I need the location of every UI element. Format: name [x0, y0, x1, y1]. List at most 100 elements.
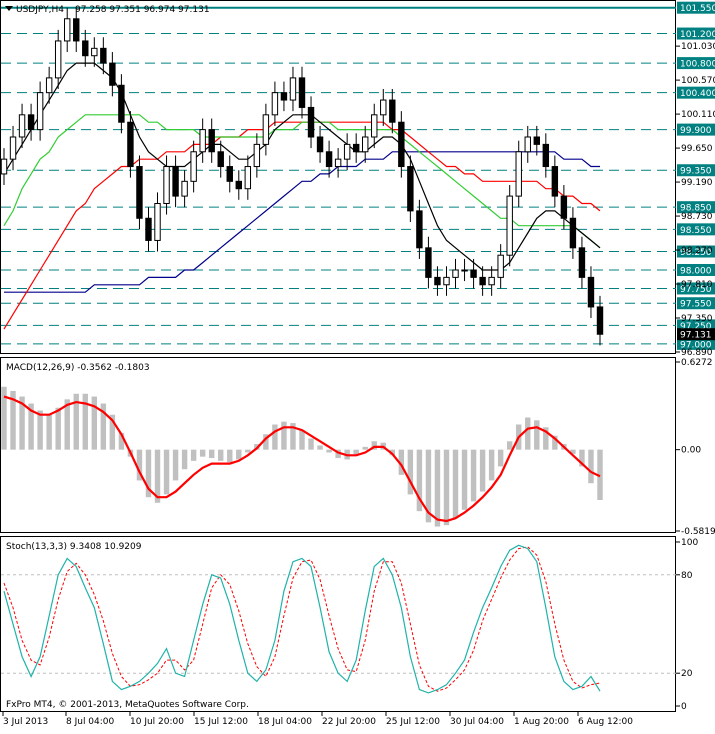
level-label: 98.250	[680, 248, 712, 258]
macd-histogram-bar	[109, 414, 116, 450]
candle-body	[91, 47, 98, 57]
level-label: 97.250	[680, 322, 712, 332]
macd-histogram-bar	[208, 449, 215, 459]
stoch-tick-label: 20	[681, 669, 693, 679]
level-label: 101.550	[680, 4, 715, 14]
candle-body	[181, 180, 188, 197]
candle-body	[380, 99, 387, 116]
level-label: 99.900	[680, 126, 712, 136]
time-tick-label: 18 Jul 04:00	[258, 717, 312, 727]
candle-body	[109, 62, 116, 86]
candle-body	[307, 106, 315, 138]
level-label: 98.850	[680, 204, 712, 214]
macd-histogram-bar	[452, 449, 459, 519]
candle-body	[244, 166, 252, 190]
level-label: 97.550	[680, 300, 712, 310]
candle-body	[389, 99, 396, 123]
level-tag	[677, 86, 715, 99]
candle-body	[587, 276, 595, 308]
stoch-k-line	[3, 544, 601, 694]
macd-histogram-bar	[272, 424, 278, 450]
candle-body	[190, 151, 197, 182]
candle-body	[569, 217, 577, 249]
candle-body	[9, 136, 17, 160]
macd-histogram-bar	[353, 449, 359, 456]
candle-body	[217, 151, 224, 168]
candle-body	[596, 306, 604, 335]
candle-body	[0, 158, 8, 175]
candlesticks	[0, 7, 604, 346]
price-tick-label: 100.110	[681, 110, 715, 120]
macd-histogram-bar	[570, 449, 576, 454]
macd-histogram-bar	[488, 449, 495, 481]
candle-body	[343, 143, 351, 160]
macd-histogram-bar	[497, 449, 504, 467]
macd-histogram-bar	[55, 407, 61, 450]
level-tag	[677, 164, 715, 177]
time-tick-label: 6 Aug 12:00	[578, 717, 633, 727]
macd-tick-label: 0.00	[681, 446, 701, 456]
stoch-d-line	[3, 546, 601, 692]
macd-histogram-bar	[10, 390, 16, 450]
candle-body	[27, 114, 35, 131]
candle-body	[298, 77, 306, 108]
candle-body	[416, 210, 423, 249]
macd-histogram-bar	[389, 449, 396, 456]
candle-body	[560, 195, 568, 219]
level-tag	[677, 245, 715, 258]
stoch-tick-label: 100	[681, 538, 698, 548]
candle-body	[524, 136, 531, 153]
price-tick-label: 98.270	[681, 246, 713, 256]
macd-histogram-bar	[299, 430, 305, 450]
macd-histogram-bar	[82, 393, 88, 450]
candle-body	[578, 247, 586, 278]
level-tag	[677, 337, 715, 350]
candle-body	[271, 92, 279, 116]
triangle-down-icon[interactable]	[5, 6, 13, 11]
macd-histogram-bar	[236, 449, 242, 460]
macd-histogram-bar	[199, 449, 206, 457]
macd-histogram-bar	[579, 449, 585, 467]
price-tick-label: 96.890	[681, 348, 713, 358]
macd-histogram-bar	[290, 423, 296, 450]
candle-body	[452, 269, 459, 278]
macd-histogram-bar	[145, 449, 152, 498]
candle-body	[479, 276, 486, 286]
macd-histogram-bar	[326, 449, 332, 453]
level-tag	[677, 282, 715, 295]
candle-body	[118, 84, 125, 123]
time-axis: 3 Jul 2013 8 Jul 04:00 10 Jul 20:00 15 Jul …	[2, 712, 633, 727]
candle-body	[127, 121, 134, 168]
time-tick-label: 10 Jul 20:00	[130, 717, 184, 727]
level-label: 98.000	[680, 266, 712, 276]
candle-body	[100, 47, 107, 64]
price-tick-label: 97.810	[681, 280, 713, 290]
macd-histogram-bar	[154, 449, 161, 503]
candle-body	[506, 195, 513, 256]
time-tick-label: 1 Aug 20:00	[514, 717, 569, 727]
macd-histogram-bar	[172, 449, 179, 481]
level-tag	[677, 1, 715, 14]
current-price-tag	[677, 328, 715, 341]
level-label: 98.550	[680, 226, 712, 236]
level-label: 99.350	[680, 167, 712, 177]
stoch-panel-frame	[0, 536, 676, 712]
macd-histogram-bar	[1, 386, 7, 450]
macd-histogram-bar	[28, 403, 34, 450]
macd-indicator: 0.6272 0.00 -0.5819	[1, 358, 715, 537]
macd-histogram-bar	[470, 449, 477, 502]
candle-body	[199, 129, 206, 153]
macd-histogram-bar	[371, 441, 377, 450]
stoch-tick-label: 0	[681, 702, 687, 712]
macd-histogram-bar	[136, 449, 143, 481]
macd-histogram-bar	[317, 445, 323, 450]
candle-body	[262, 114, 270, 145]
macd-histogram-bar	[64, 399, 70, 450]
candle-body	[36, 92, 44, 131]
macd-histogram-bar	[506, 441, 513, 450]
macd-histogram-bar	[461, 449, 468, 510]
level-tag	[677, 27, 715, 40]
macd-histogram-bar	[91, 396, 98, 450]
